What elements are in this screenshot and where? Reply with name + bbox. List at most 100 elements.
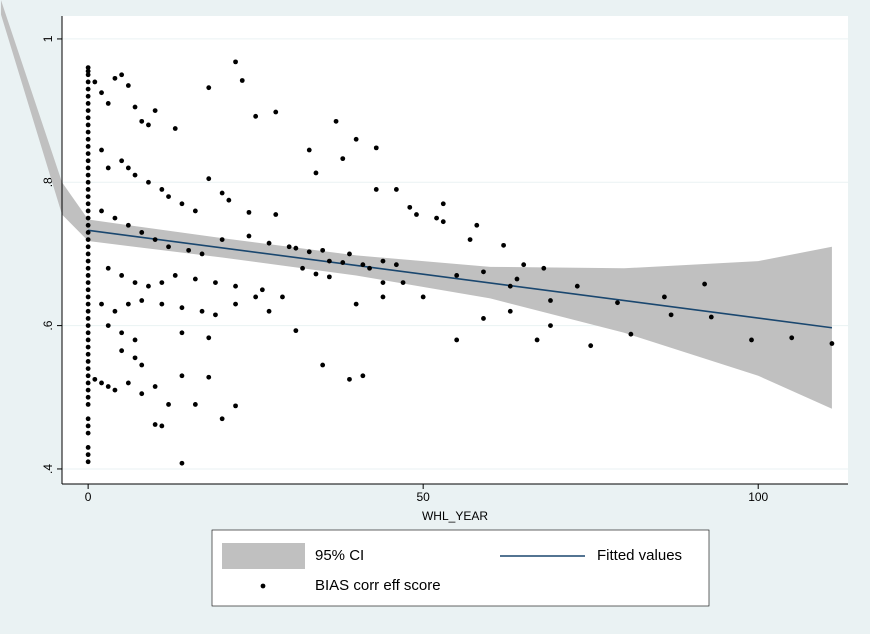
point [306, 249, 312, 255]
point [286, 244, 292, 250]
x-tick-label: 50 [416, 490, 430, 504]
point [85, 230, 91, 235]
point [85, 179, 91, 185]
point [99, 380, 104, 386]
point [440, 219, 446, 225]
point [159, 423, 165, 429]
y-tick-label: .4 [41, 464, 55, 474]
point [85, 172, 91, 178]
point [85, 222, 91, 228]
point [213, 280, 218, 286]
point [85, 136, 91, 142]
point [139, 230, 145, 235]
point [514, 276, 520, 282]
point [360, 262, 366, 268]
point [708, 314, 714, 320]
point [628, 331, 634, 337]
point [85, 366, 91, 372]
point [105, 165, 111, 171]
point [112, 215, 118, 221]
point [105, 265, 111, 271]
point [85, 280, 91, 286]
point [749, 337, 754, 343]
point [206, 176, 212, 182]
point [85, 201, 91, 207]
point [192, 208, 198, 214]
point [85, 93, 91, 99]
point [192, 276, 198, 282]
x-tick-label: 0 [85, 490, 92, 504]
point [326, 274, 332, 280]
point [85, 265, 91, 271]
point [253, 294, 259, 300]
point [206, 335, 212, 341]
point [226, 197, 232, 203]
point [132, 337, 138, 343]
point [166, 402, 171, 407]
point [85, 79, 91, 85]
point [85, 308, 91, 314]
point [85, 194, 91, 200]
point [166, 244, 171, 250]
point [85, 359, 91, 364]
point [407, 204, 413, 210]
x-tick-label: 100 [748, 490, 768, 504]
point [548, 298, 553, 303]
point [320, 362, 326, 368]
point [125, 83, 131, 88]
point [139, 298, 145, 303]
point [454, 337, 460, 343]
point [92, 376, 98, 382]
point [179, 460, 185, 466]
point [266, 240, 272, 246]
point [219, 190, 225, 196]
point [206, 85, 212, 91]
point [219, 416, 225, 422]
point [85, 387, 91, 393]
point [85, 115, 91, 121]
y-tick-label: .8 [41, 177, 55, 187]
point [152, 422, 158, 427]
point [340, 156, 346, 162]
point [481, 316, 486, 321]
point [313, 271, 319, 277]
point [166, 194, 171, 200]
point [273, 212, 279, 217]
point [353, 136, 359, 142]
point [353, 301, 359, 307]
point [85, 72, 91, 78]
point [85, 373, 91, 379]
point [293, 245, 299, 251]
point [159, 301, 165, 307]
point [85, 244, 91, 250]
point [112, 75, 118, 81]
point [467, 237, 473, 243]
point [541, 265, 547, 271]
point [125, 301, 131, 307]
point [340, 260, 346, 265]
point [360, 373, 366, 379]
point [146, 122, 151, 128]
point [259, 287, 265, 293]
point [266, 308, 272, 314]
point [85, 459, 91, 465]
legend-swatch [260, 583, 266, 589]
point [85, 394, 91, 400]
point [434, 215, 439, 221]
point [92, 79, 98, 85]
point [440, 201, 446, 207]
point [521, 262, 527, 268]
point [125, 165, 131, 171]
point [85, 108, 91, 114]
point [85, 158, 91, 164]
point [85, 416, 91, 422]
point [420, 294, 426, 300]
point [179, 330, 185, 336]
point [474, 222, 480, 228]
point [85, 101, 91, 106]
point [152, 384, 158, 389]
point [132, 104, 138, 110]
point [192, 402, 198, 407]
point [85, 330, 91, 336]
